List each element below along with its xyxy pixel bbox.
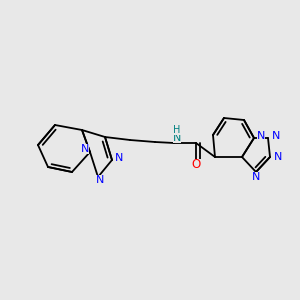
Text: N: N [173, 133, 181, 143]
Text: H: H [173, 125, 181, 135]
Text: N: N [252, 172, 260, 182]
Text: N: N [257, 131, 265, 141]
Text: O: O [191, 158, 201, 172]
Text: N: N [272, 131, 280, 141]
Text: N: N [274, 152, 282, 162]
Text: N: N [96, 175, 104, 185]
Text: N: N [81, 144, 89, 154]
Text: N: N [115, 153, 123, 163]
